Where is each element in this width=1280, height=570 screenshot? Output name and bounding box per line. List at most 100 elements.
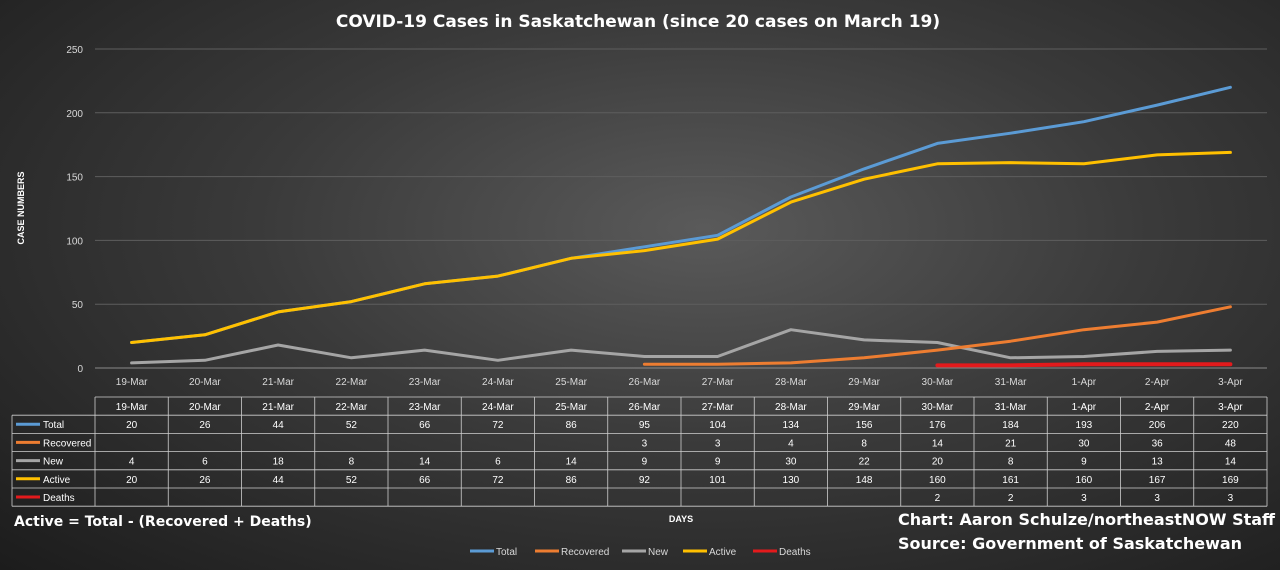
y-tick-label: 100 — [66, 236, 83, 247]
table-header-cell: 2-Apr — [1145, 402, 1170, 413]
chart-credit: Chart: Aaron Schulze/northeastNOW Staff — [898, 510, 1276, 529]
x-tick-label: 3-Apr — [1218, 377, 1243, 388]
table-cell: 92 — [639, 475, 651, 486]
table-cell: 14 — [1225, 457, 1237, 468]
x-tick-label: 22-Mar — [336, 377, 368, 388]
x-tick-label: 30-Mar — [922, 377, 954, 388]
table-cell: 20 — [932, 457, 944, 468]
table-cell: 169 — [1222, 475, 1239, 486]
table-header-cell: 21-Mar — [262, 402, 294, 413]
table-cell: 220 — [1222, 420, 1239, 431]
series-line-new — [130, 328, 1232, 365]
table-header-cell: 20-Mar — [189, 402, 221, 413]
table-cell: 95 — [639, 420, 651, 431]
table-cell: 20 — [126, 420, 138, 431]
table-cell: 160 — [929, 475, 946, 486]
table-header-cell: 27-Mar — [702, 402, 734, 413]
table-cell: 14 — [932, 438, 944, 449]
table-cell: 3 — [642, 438, 648, 449]
table-cell: 6 — [202, 457, 208, 468]
table-row-label: Recovered — [43, 438, 91, 449]
table-cell: 20 — [126, 475, 138, 486]
table-cell: 86 — [566, 420, 578, 431]
table-cell: 30 — [1078, 438, 1090, 449]
y-tick-label: 50 — [72, 300, 84, 311]
formula-note: Active = Total - (Recovered + Deaths) — [14, 514, 312, 530]
table-row-label: Deaths — [43, 493, 75, 504]
table-cell: 48 — [1225, 438, 1237, 449]
table-cell: 14 — [419, 457, 431, 468]
table-cell: 3 — [1154, 493, 1160, 504]
y-tick-label: 150 — [66, 173, 83, 184]
y-axis-title: CASE NUMBERS — [16, 171, 26, 244]
series-line-recovered — [642, 305, 1232, 366]
table-header-cell: 19-Mar — [116, 402, 148, 413]
y-tick-label: 0 — [77, 364, 83, 375]
table-header-cell: 24-Mar — [482, 402, 514, 413]
table-cell: 3 — [1228, 493, 1234, 504]
table-cell: 2 — [1008, 493, 1014, 504]
series-line-active — [130, 150, 1232, 344]
table-cell: 161 — [1002, 475, 1019, 486]
table-cell: 26 — [199, 420, 211, 431]
table-cell: 9 — [715, 457, 721, 468]
legend-label: Recovered — [561, 547, 609, 558]
y-tick-label: 200 — [66, 109, 83, 120]
table-cell: 184 — [1002, 420, 1019, 431]
table-cell: 52 — [346, 475, 358, 486]
table-header-cell: 25-Mar — [555, 402, 587, 413]
table-cell: 66 — [419, 420, 431, 431]
legend-label: Active — [709, 547, 737, 558]
table-cell: 13 — [1152, 457, 1164, 468]
table-cell: 8 — [1008, 457, 1014, 468]
table-header-cell: 28-Mar — [775, 402, 807, 413]
x-tick-label: 20-Mar — [189, 377, 221, 388]
table-header-cell: 31-Mar — [995, 402, 1027, 413]
table-cell: 167 — [1149, 475, 1166, 486]
x-tick-label: 25-Mar — [555, 377, 587, 388]
table-header-cell: 23-Mar — [409, 402, 441, 413]
data-table: 19-Mar 20-Mar 21-Mar 22-Mar 23-Mar 24-Mar 25-M… — [11, 396, 1268, 507]
chart-source: Source: Government of Saskatchewan — [898, 534, 1242, 553]
legend-label: Deaths — [779, 547, 811, 558]
table-cell: 86 — [566, 475, 578, 486]
table-cell: 72 — [492, 420, 504, 431]
table-cell: 206 — [1149, 420, 1166, 431]
table-cell: 4 — [788, 438, 794, 449]
table-cell: 21 — [1005, 438, 1017, 449]
table-cell: 160 — [1076, 475, 1093, 486]
table-cell: 22 — [859, 457, 871, 468]
table-cell: 130 — [783, 475, 800, 486]
table-header-cell: 22-Mar — [336, 402, 368, 413]
x-tick-label: 21-Mar — [262, 377, 294, 388]
table-cell: 156 — [856, 420, 873, 431]
table-cell: 66 — [419, 475, 431, 486]
table-cell: 44 — [273, 475, 285, 486]
table-header-cell: 29-Mar — [848, 402, 880, 413]
table-cell: 26 — [199, 475, 211, 486]
table-cell: 104 — [709, 420, 726, 431]
x-tick-label: 28-Mar — [775, 377, 807, 388]
table-cell: 30 — [785, 457, 797, 468]
table-row-label: Total — [43, 420, 64, 431]
table-cell: 3 — [1081, 493, 1087, 504]
table-cell: 9 — [642, 457, 648, 468]
table-cell: 193 — [1076, 420, 1093, 431]
table-cell: 4 — [129, 457, 135, 468]
x-tick-label: 26-Mar — [629, 377, 661, 388]
table-header-cell: 30-Mar — [922, 402, 954, 413]
table-cell: 8 — [349, 457, 355, 468]
table-header-cell: 1-Apr — [1072, 402, 1097, 413]
x-tick-label: 2-Apr — [1145, 377, 1170, 388]
x-tick-label: 31-Mar — [995, 377, 1027, 388]
series-line-deaths — [935, 362, 1233, 368]
y-tick-label: 250 — [66, 45, 83, 56]
table-cell: 52 — [346, 420, 358, 431]
table-cell: 8 — [861, 438, 867, 449]
x-axis-ticks: 19-Mar 20-Mar 21-Mar 22-Mar 23-Mar 24-Mar 25-M… — [116, 377, 1243, 388]
table-header-cell: 26-Mar — [629, 402, 661, 413]
x-tick-label: 19-Mar — [116, 377, 148, 388]
series-lines — [130, 85, 1233, 368]
table-cell: 3 — [715, 438, 721, 449]
